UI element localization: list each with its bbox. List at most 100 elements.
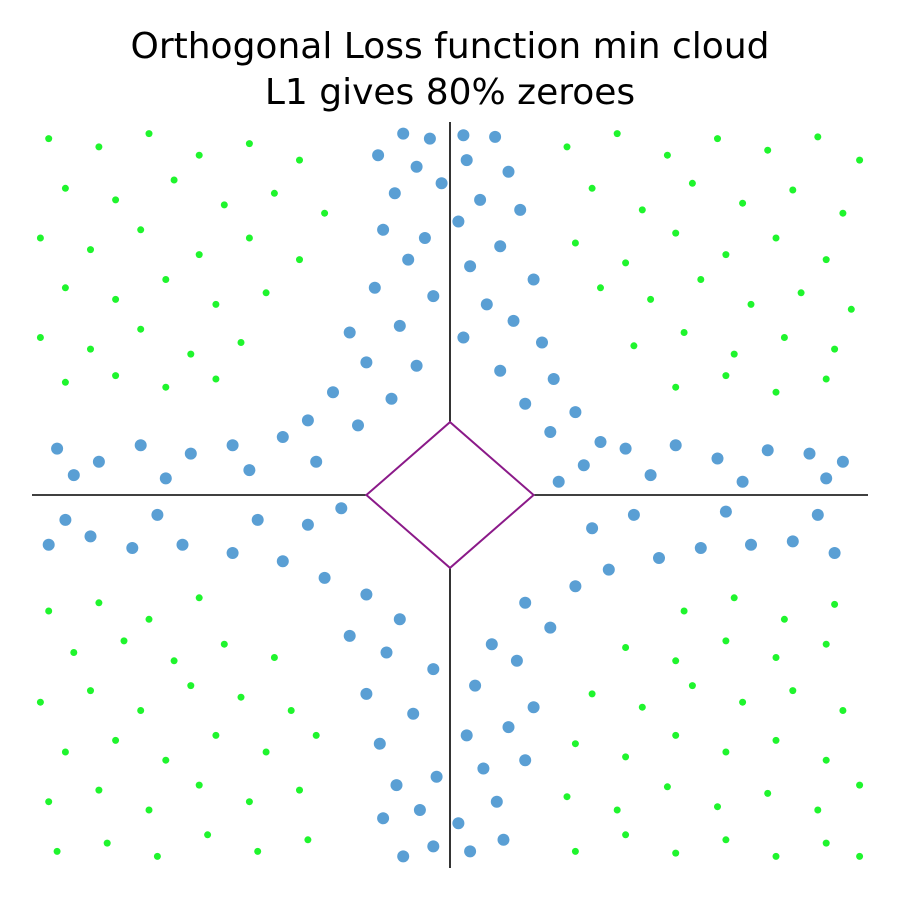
nonzero-point-0 <box>45 135 53 143</box>
zero-point-36 <box>352 419 364 432</box>
zero-point-57 <box>67 469 80 482</box>
nonzero-point-132 <box>822 839 830 847</box>
nonzero-point-28 <box>195 251 203 259</box>
nonzero-point-40 <box>212 300 220 308</box>
zero-point-34 <box>569 406 582 419</box>
zero-point-70 <box>519 754 532 767</box>
zero-point-91 <box>653 552 665 564</box>
nonzero-point-60 <box>162 383 170 391</box>
nonzero-point-27 <box>137 226 145 234</box>
nonzero-point-51 <box>187 350 195 358</box>
nonzero-point-86 <box>137 707 145 714</box>
nonzero-point-32 <box>622 259 630 267</box>
zero-point-89 <box>602 563 615 576</box>
zero-point-49 <box>51 442 64 455</box>
nonzero-point-53 <box>630 342 638 350</box>
nonzero-point-39 <box>162 276 170 283</box>
nonzero-point-121 <box>53 847 61 855</box>
chart-title-line-2: L1 gives 80% zeroes <box>264 72 636 113</box>
zero-point-51 <box>243 464 256 477</box>
nonzero-point-91 <box>638 703 646 711</box>
zero-point-71 <box>373 737 386 750</box>
zero-point-106 <box>719 505 732 518</box>
nonzero-point-94 <box>789 687 797 695</box>
nonzero-point-21 <box>688 179 696 187</box>
nonzero-point-115 <box>613 806 621 814</box>
nonzero-point-128 <box>622 831 630 839</box>
zero-point-83 <box>544 621 557 634</box>
zero-point-68 <box>430 770 443 783</box>
zero-point-67 <box>390 779 403 792</box>
zero-point-15 <box>494 240 507 253</box>
nonzero-point-19 <box>588 184 596 192</box>
nonzero-point-9 <box>714 135 721 143</box>
nonzero-point-72 <box>780 615 788 623</box>
zero-point-53 <box>310 455 323 468</box>
nonzero-point-71 <box>730 594 738 602</box>
nonzero-point-66 <box>45 607 53 615</box>
zero-point-46 <box>761 444 774 457</box>
zero-point-29 <box>494 364 507 377</box>
nonzero-point-59 <box>112 372 120 380</box>
nonzero-point-100 <box>262 748 270 756</box>
nonzero-point-33 <box>672 229 680 237</box>
zero-point-3 <box>489 130 502 143</box>
nonzero-point-106 <box>772 736 780 744</box>
zero-point-86 <box>360 588 373 601</box>
zero-point-93 <box>694 542 707 554</box>
nonzero-point-105 <box>722 748 730 756</box>
zero-point-44 <box>711 452 724 465</box>
nonzero-point-77 <box>220 640 228 648</box>
nonzero-point-110 <box>145 806 153 814</box>
nonzero-point-127 <box>571 847 579 855</box>
nonzero-point-98 <box>162 756 170 764</box>
zero-point-17 <box>464 260 477 273</box>
zero-point-76 <box>360 687 373 700</box>
nonzero-point-126 <box>304 836 312 844</box>
zero-point-16 <box>402 253 415 266</box>
nonzero-point-58 <box>61 378 69 386</box>
nonzero-point-35 <box>772 234 780 242</box>
nonzero-point-81 <box>722 637 730 645</box>
zero-point-79 <box>510 654 523 667</box>
zero-point-96 <box>126 542 139 554</box>
zero-point-102 <box>627 508 640 521</box>
nonzero-point-29 <box>245 234 253 242</box>
zero-point-21 <box>480 298 493 311</box>
zero-point-4 <box>372 149 385 162</box>
zero-point-8 <box>388 187 401 200</box>
nonzero-point-84 <box>36 698 44 706</box>
nonzero-point-95 <box>839 707 847 714</box>
zero-point-107 <box>59 513 72 526</box>
nonzero-point-85 <box>87 687 94 695</box>
nonzero-point-23 <box>789 186 797 194</box>
nonzero-point-2 <box>145 130 153 138</box>
nonzero-point-90 <box>588 690 596 698</box>
points-layer <box>36 127 864 863</box>
nonzero-point-67 <box>95 599 103 607</box>
zero-point-32 <box>385 392 398 405</box>
zero-point-45 <box>134 439 147 452</box>
zero-point-105 <box>151 508 164 521</box>
zero-point-98 <box>84 530 97 543</box>
nonzero-point-11 <box>814 133 822 141</box>
zero-point-85 <box>519 596 532 609</box>
zero-point-99 <box>828 547 841 559</box>
nonzero-point-119 <box>814 806 822 814</box>
nonzero-point-80 <box>672 657 680 665</box>
nonzero-point-112 <box>245 798 253 806</box>
l1-constraint-diamond <box>364 420 536 570</box>
zero-point-9 <box>435 177 448 190</box>
nonzero-point-5 <box>296 156 303 164</box>
nonzero-point-104 <box>672 731 680 739</box>
zero-point-58 <box>820 472 833 485</box>
zero-point-75 <box>527 701 540 714</box>
nonzero-point-12 <box>856 156 864 164</box>
nonzero-point-37 <box>61 284 69 292</box>
nonzero-point-116 <box>663 783 671 791</box>
nonzero-point-114 <box>563 793 571 801</box>
nonzero-point-107 <box>822 756 830 764</box>
zero-point-2 <box>457 129 470 142</box>
nonzero-point-130 <box>722 836 730 844</box>
zero-point-72 <box>460 729 473 742</box>
